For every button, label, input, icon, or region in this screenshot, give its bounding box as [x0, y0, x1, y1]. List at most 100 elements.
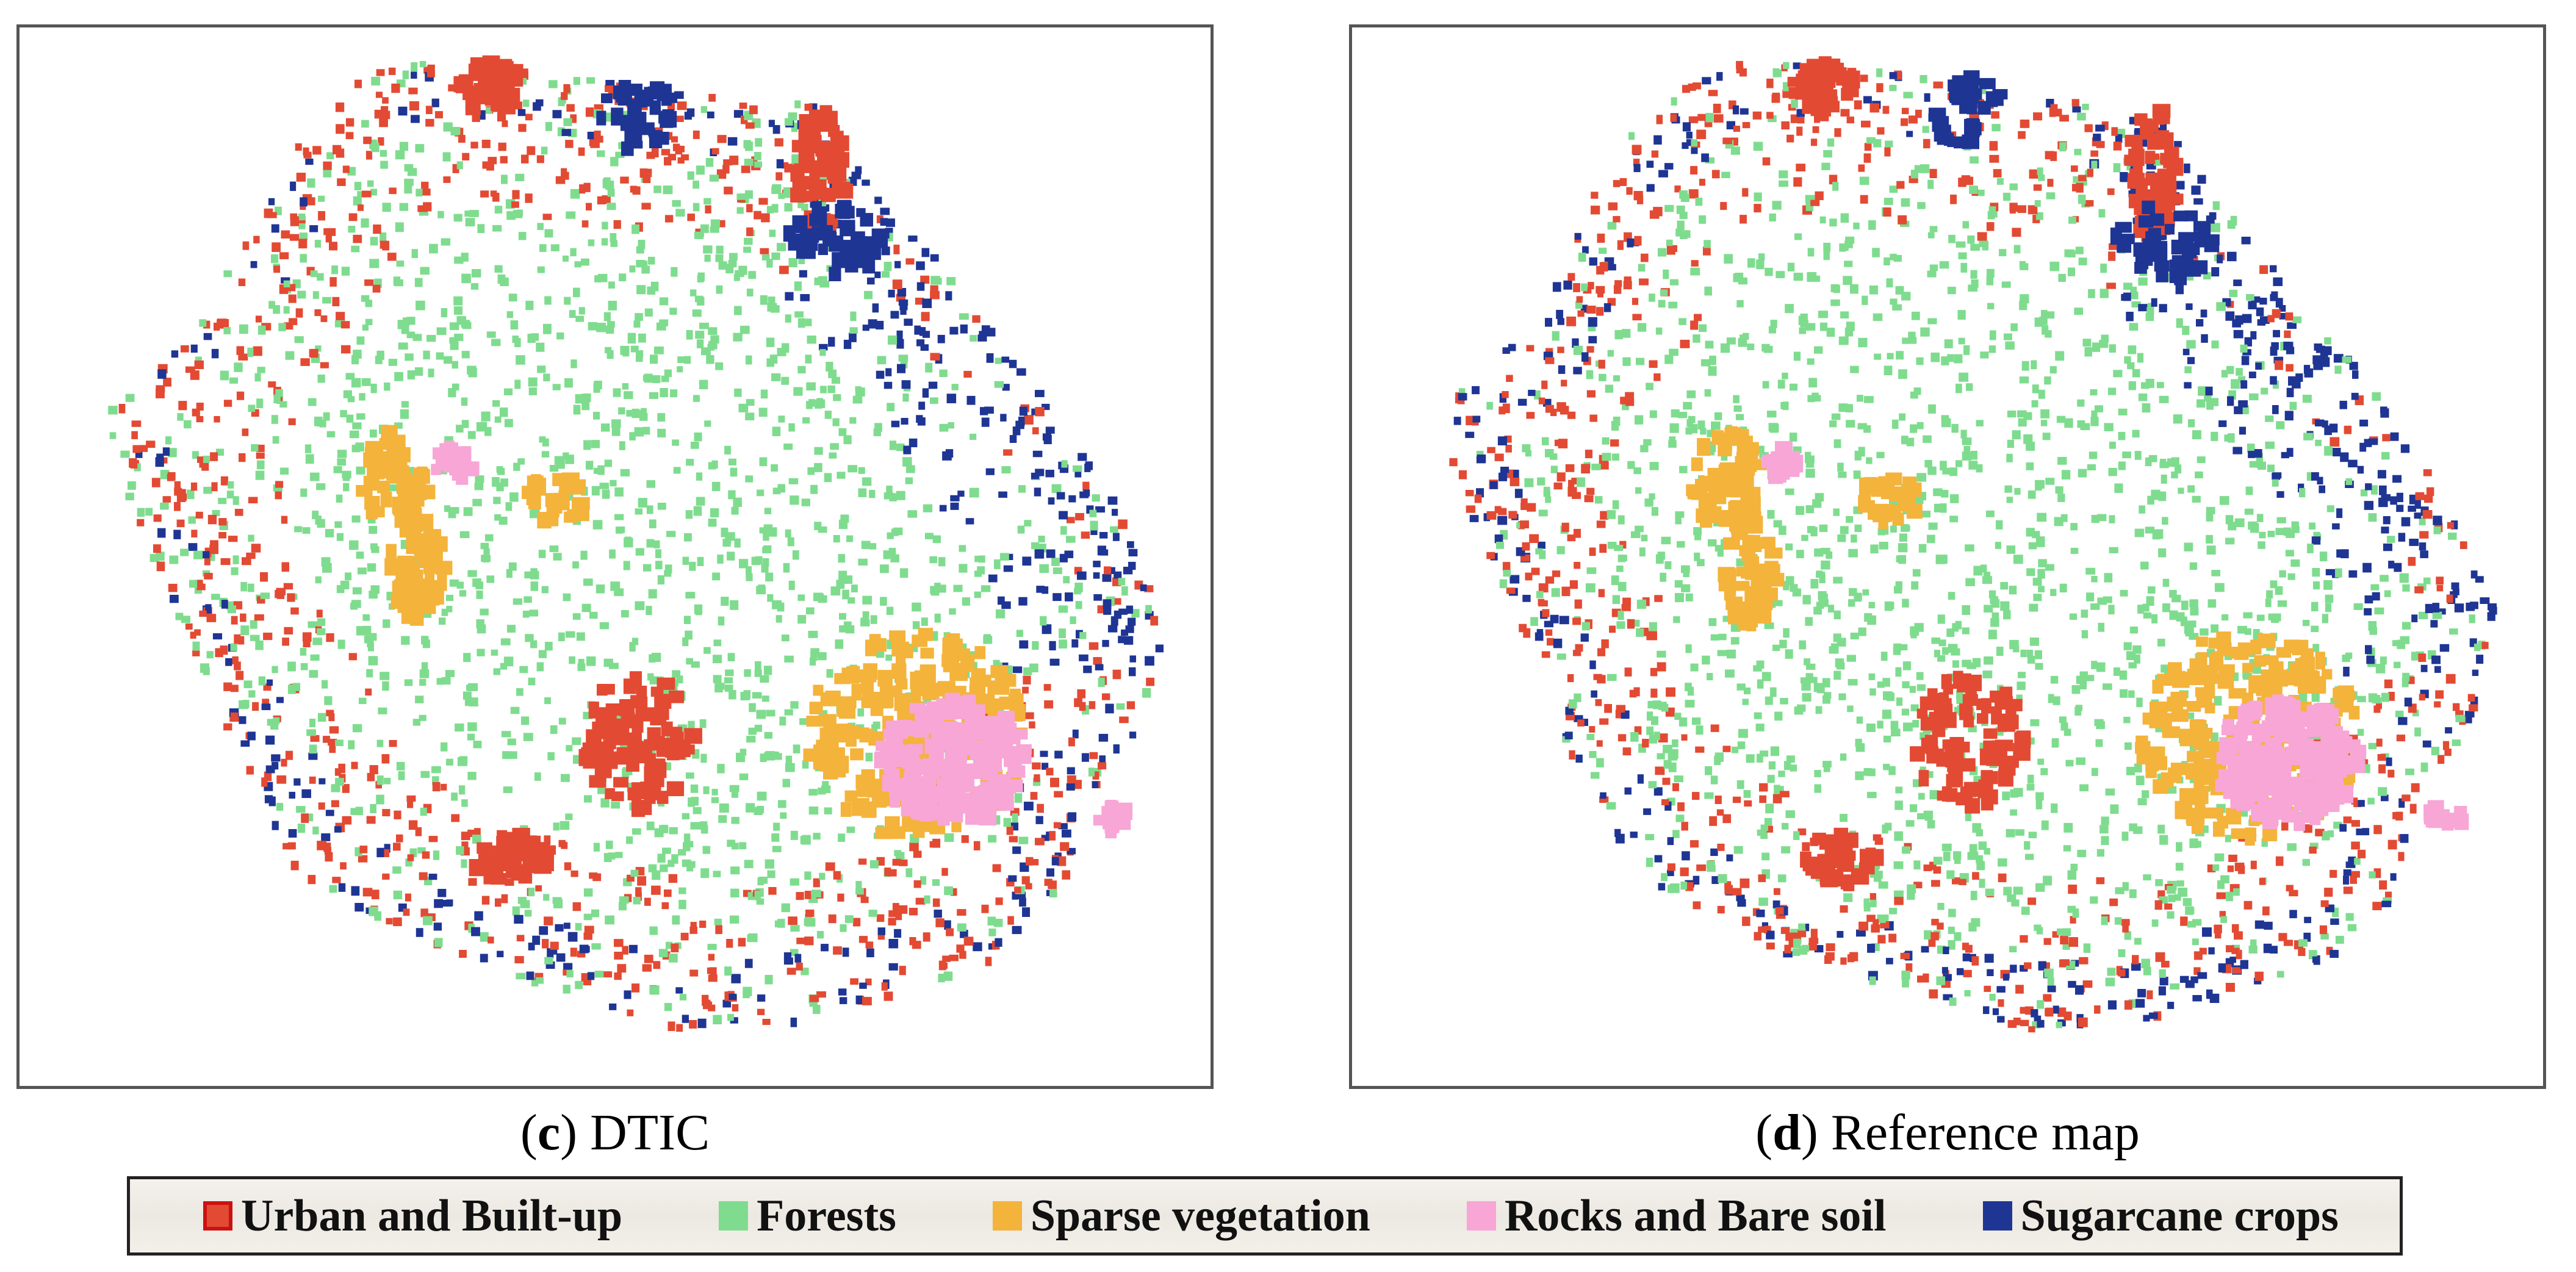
- forest-pixel: [629, 432, 636, 441]
- forest-pixel: [309, 719, 316, 727]
- urban-pixel: [279, 252, 289, 259]
- forest-pixel: [2018, 418, 2027, 427]
- urban-pixel: [693, 131, 700, 139]
- forest-pixel: [300, 254, 307, 263]
- urban-pixel: [1864, 143, 1872, 151]
- forest-pixel: [160, 503, 169, 510]
- urban-pixel: [985, 957, 992, 966]
- sparse-vegetation-pixel: [365, 506, 378, 520]
- forest-pixel: [569, 656, 575, 664]
- urban-pixel: [403, 908, 410, 916]
- forest-pixel: [370, 429, 377, 438]
- forest-pixel: [2034, 650, 2042, 659]
- urban-pixel: [234, 661, 241, 670]
- forest-pixel: [896, 444, 905, 451]
- forest-pixel: [345, 373, 355, 380]
- sugarcane-pixel: [609, 1003, 617, 1010]
- forest-pixel: [524, 910, 532, 917]
- sugarcane-pixel: [980, 407, 988, 415]
- forest-pixel: [566, 970, 574, 978]
- forest-pixel: [1946, 870, 1955, 879]
- forest-pixel: [537, 223, 544, 231]
- forest-pixel: [734, 538, 741, 548]
- sugarcane-pixel: [1058, 823, 1068, 830]
- sugarcane-pixel: [1079, 654, 1088, 661]
- forest-pixel: [692, 309, 702, 317]
- sugarcane-pixel: [768, 120, 775, 128]
- forest-pixel: [1884, 822, 1892, 831]
- sugarcane-pixel: [239, 716, 246, 724]
- sugarcane-pixel: [1042, 624, 1052, 634]
- sugarcane-pixel: [532, 935, 541, 945]
- forest-pixel: [2109, 344, 2116, 353]
- sparse-vegetation-pixel: [859, 728, 874, 742]
- forest-pixel: [411, 62, 418, 71]
- forest-pixel: [939, 423, 949, 432]
- urban-pixel: [1998, 999, 2004, 1007]
- sugarcane-pixel: [2470, 570, 2478, 579]
- sugarcane-pixel: [1042, 763, 1049, 770]
- forest-pixel: [406, 331, 416, 339]
- forest-pixel: [675, 209, 685, 217]
- sugarcane-pixel: [1128, 548, 1138, 557]
- forest-pixel: [307, 178, 315, 188]
- urban-pixel: [425, 118, 434, 127]
- forest-pixel: [419, 61, 426, 68]
- sugarcane-pixel: [1042, 433, 1051, 441]
- forest-pixel: [724, 445, 731, 455]
- urban-pixel: [1032, 427, 1039, 434]
- forest-pixel: [921, 617, 928, 626]
- forest-pixel: [601, 238, 608, 246]
- forest-pixel: [639, 413, 648, 421]
- forest-pixel: [766, 337, 775, 347]
- forest-pixel: [276, 803, 284, 811]
- forest-pixel: [456, 846, 464, 855]
- forest-pixel: [1916, 422, 1924, 429]
- urban-pixel: [1029, 859, 1039, 866]
- forest-pixel: [376, 739, 384, 747]
- forest-pixel: [2134, 451, 2142, 460]
- urban-pixel: [345, 118, 354, 127]
- urban-pixel: [462, 153, 470, 161]
- urban-pixel: [1053, 822, 1061, 828]
- sugarcane-pixel: [431, 98, 439, 107]
- forest-pixel: [806, 382, 816, 391]
- forest-pixel: [312, 826, 319, 835]
- forest-pixel: [371, 546, 380, 553]
- urban-pixel: [1567, 674, 1574, 683]
- forest-pixel: [880, 564, 889, 573]
- urban-pixel: [262, 699, 270, 707]
- forest-pixel: [613, 713, 622, 721]
- sugarcane-pixel: [271, 754, 281, 762]
- urban-pixel: [139, 445, 148, 452]
- forest-pixel: [255, 470, 265, 480]
- urban-pixel: [1054, 791, 1063, 798]
- forest-pixel: [1657, 248, 1667, 257]
- forest-pixel: [746, 736, 756, 743]
- sugarcane-pixel: [901, 380, 911, 389]
- forest-pixel: [846, 826, 855, 833]
- forest-pixel: [1000, 553, 1009, 561]
- sugarcane-pixel: [776, 159, 784, 168]
- urban-pixel: [544, 916, 553, 925]
- urban-pixel: [1599, 796, 1609, 803]
- sugarcane-pixel: [790, 1018, 797, 1027]
- forest-pixel: [1802, 595, 1811, 605]
- sparse-vegetation-pixel: [920, 647, 934, 659]
- forest-pixel: [502, 751, 512, 760]
- forest-pixel: [1823, 251, 1830, 261]
- forest-pixel: [1901, 436, 1909, 445]
- forest-pixel: [2099, 340, 2108, 347]
- urban-pixel: [631, 983, 640, 993]
- forest-pixel: [1928, 232, 1935, 239]
- urban-pixel: [788, 916, 797, 925]
- urban-pixel: [2382, 434, 2391, 442]
- forest-pixel: [1829, 218, 1837, 227]
- forest-pixel: [769, 229, 776, 237]
- forest-pixel: [799, 718, 808, 725]
- sugarcane-pixel: [916, 282, 925, 291]
- forest-pixel: [1821, 547, 1830, 555]
- forest-pixel: [1955, 383, 1962, 393]
- sugarcane-pixel: [886, 218, 895, 227]
- urban-pixel: [702, 994, 709, 1002]
